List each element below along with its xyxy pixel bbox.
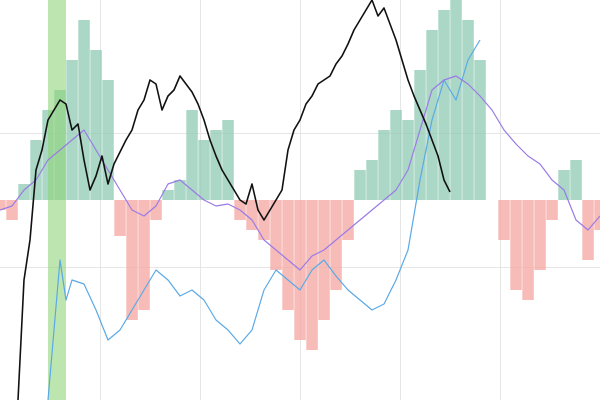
histogram-bar-negative [150, 200, 162, 220]
histogram-bar-negative [498, 200, 510, 240]
histogram-bar-positive [366, 160, 378, 200]
histogram-bar-negative [270, 200, 282, 270]
histogram-bar-negative [0, 200, 6, 210]
histogram-bar-positive [354, 170, 366, 200]
histogram-bar-negative [546, 200, 558, 220]
histogram-bar-positive [378, 130, 390, 200]
histogram-bar-negative [138, 200, 150, 310]
histogram-bar-negative [246, 200, 258, 230]
series-line-oscillator [0, 75, 600, 271]
histogram-bar-positive [462, 20, 474, 200]
histogram-bar-negative [6, 200, 18, 220]
histogram-bar-positive [210, 130, 222, 200]
histogram-bar-positive [414, 70, 426, 200]
series-line-secondary [47, 39, 481, 400]
histogram-bar-negative [306, 200, 318, 350]
histogram-bar-positive [18, 184, 30, 200]
histogram-bar-positive [558, 170, 570, 200]
histogram-bar-negative [522, 200, 534, 300]
histogram-bar-positive [390, 110, 402, 200]
histogram-bar-positive [90, 50, 102, 200]
histogram-bar-positive [174, 180, 186, 200]
histogram-bar-negative [534, 200, 546, 270]
histogram-bar-negative [342, 200, 354, 240]
histogram-bar-positive [570, 160, 582, 200]
histogram-bar-negative [126, 200, 138, 320]
histogram-bar-positive [438, 10, 450, 200]
histogram-bar-positive [162, 190, 174, 200]
histogram-bar-positive [102, 80, 114, 200]
histogram-bar-positive [474, 60, 486, 200]
histogram-bar-positive [426, 30, 438, 200]
histogram-bar-negative [114, 200, 126, 236]
series-line-price [17, 0, 451, 400]
histogram-bar-negative [594, 200, 600, 230]
histogram-bar-negative [330, 200, 342, 290]
histogram-bar-negative [510, 200, 522, 290]
histogram-bar-positive [222, 120, 234, 200]
histogram-bar-positive [198, 140, 210, 200]
histogram-bar-positive [186, 110, 198, 200]
highlight-band [48, 0, 66, 400]
highlight-band-rect [48, 0, 66, 400]
histogram-bar-negative [282, 200, 294, 310]
histogram-bar-positive [402, 120, 414, 200]
histogram-bar-positive [78, 20, 90, 200]
